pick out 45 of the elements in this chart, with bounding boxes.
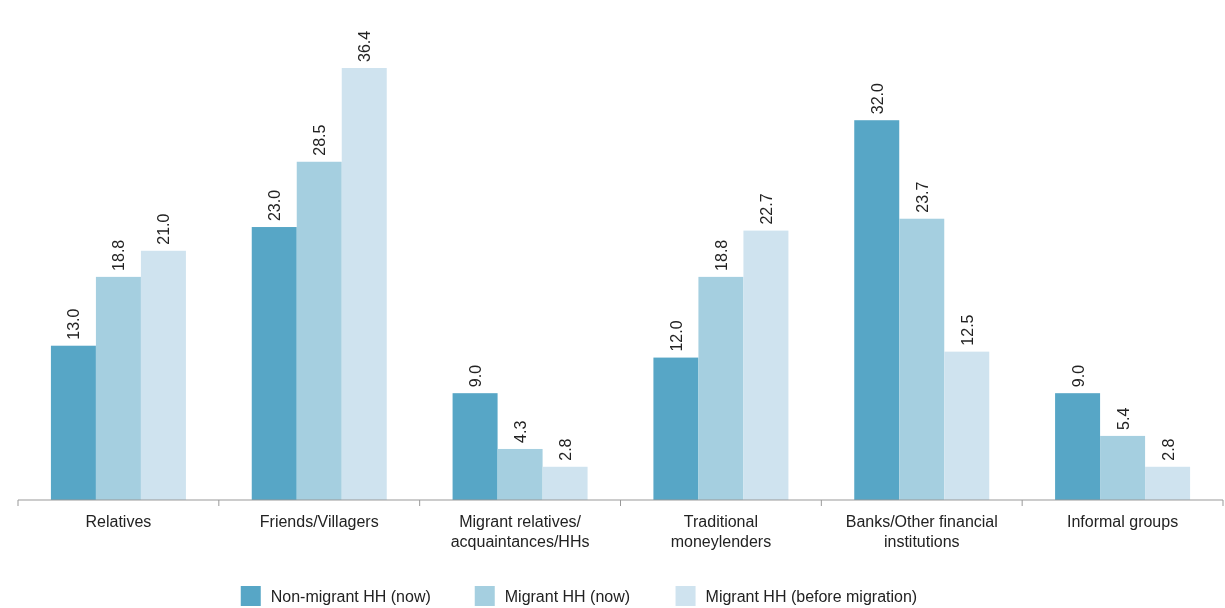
bar <box>743 230 789 500</box>
bar <box>854 120 900 500</box>
x-tick-label: Informal groups <box>1067 513 1179 530</box>
data-label: 18.8 <box>110 239 128 271</box>
data-label: 13.0 <box>65 308 83 340</box>
bar <box>50 345 96 500</box>
data-label: 9.0 <box>467 364 485 388</box>
data-label: 12.0 <box>667 320 685 352</box>
bar <box>1100 435 1146 500</box>
bar <box>698 276 744 500</box>
data-label: 18.8 <box>712 239 730 271</box>
bar <box>341 68 387 500</box>
bar <box>944 351 990 500</box>
bar <box>95 276 141 500</box>
x-tick-label: Banks/Other financial institutions <box>845 513 998 550</box>
bar <box>1145 466 1191 500</box>
x-tick-label: Relatives <box>85 513 152 530</box>
data-label: 2.8 <box>557 438 575 461</box>
data-label: 23.7 <box>913 181 931 213</box>
bar <box>452 393 498 500</box>
data-label: 12.5 <box>958 314 976 346</box>
data-label: 2.8 <box>1159 438 1177 461</box>
bar <box>1055 393 1101 500</box>
bar <box>251 227 297 500</box>
bar <box>899 218 945 500</box>
x-tick-label: Traditional moneylenders <box>670 513 772 550</box>
x-tick-label: Migrant relatives/ acquaintances/HHs <box>450 513 590 550</box>
bar <box>140 250 186 500</box>
data-label: 23.0 <box>266 189 284 222</box>
data-label: 21.0 <box>155 213 173 245</box>
legend-label: Non-migrant HH (now) <box>270 588 431 605</box>
legend-label: Migrant HH (now) <box>504 588 631 605</box>
data-label: 9.0 <box>1069 364 1087 388</box>
bar <box>542 466 588 500</box>
bar <box>653 357 699 500</box>
bar <box>296 161 342 500</box>
data-label: 4.3 <box>512 420 530 443</box>
data-label: 5.4 <box>1114 407 1132 430</box>
bar <box>497 448 543 500</box>
legend-label: Migrant HH (before migration) <box>705 588 918 605</box>
data-label: 32.0 <box>868 82 886 115</box>
data-label: 36.4 <box>356 30 374 62</box>
data-label: 22.7 <box>757 193 775 225</box>
x-tick-label: Friends/Villagers <box>259 513 379 530</box>
data-label: 28.5 <box>311 124 329 156</box>
